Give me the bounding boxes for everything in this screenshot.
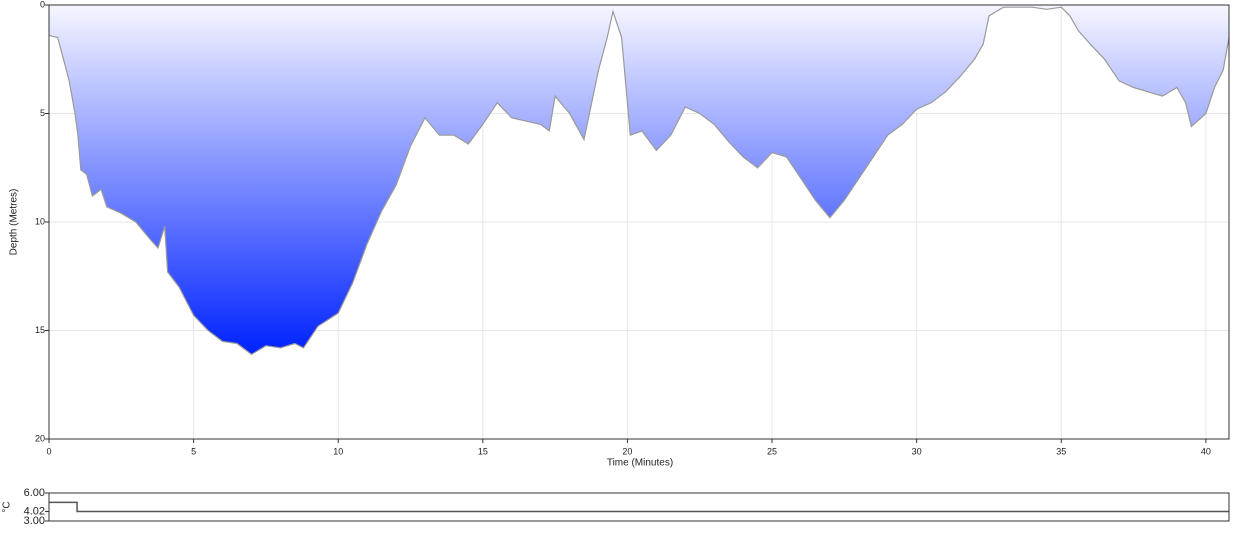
x-tick-label: 30	[912, 446, 922, 456]
x-tick-label: 35	[1056, 446, 1066, 456]
x-tick-label: 10	[333, 446, 343, 456]
y-tick-label: 4.02	[24, 505, 45, 517]
y-axis-label: Depth (Metres)	[9, 189, 20, 256]
temperature-line	[49, 501, 1229, 513]
y-tick-label: 0	[40, 0, 45, 9]
x-axis-label: Time (Minutes)	[607, 458, 673, 469]
y-tick-label: 10	[35, 216, 45, 226]
x-tick-label: 5	[191, 446, 196, 456]
y-tick-label: 3.00	[24, 515, 45, 527]
y-tick-label: 20	[35, 433, 45, 443]
x-tick-label: 25	[767, 446, 777, 456]
depth-line	[48, 6, 1230, 356]
y-tick-label: 15	[35, 325, 45, 335]
y-tick-label: 5	[40, 108, 45, 118]
x-tick-label: 15	[478, 446, 488, 456]
x-tick-label: 20	[622, 446, 632, 456]
plot-frame	[48, 492, 1230, 522]
area-fill	[49, 5, 1229, 355]
x-tick-label: 40	[1201, 446, 1211, 456]
y-tick-label: 6.00	[24, 487, 45, 499]
y-axis-label: °C	[2, 501, 13, 512]
x-tick-label: 0	[46, 446, 51, 456]
